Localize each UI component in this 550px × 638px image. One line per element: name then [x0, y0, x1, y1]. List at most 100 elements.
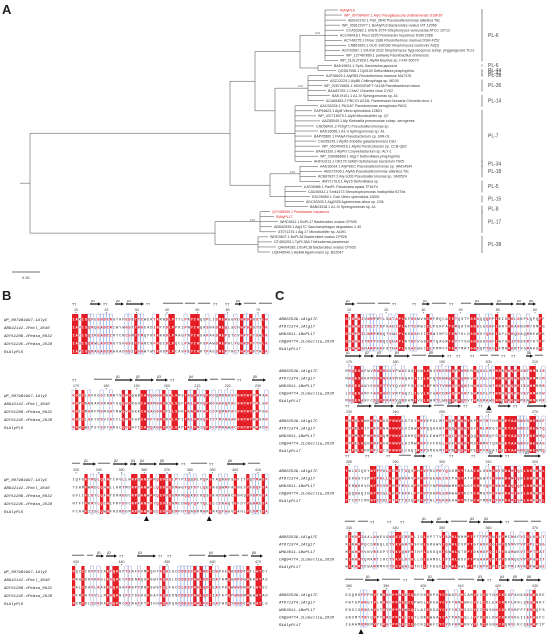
residue: W: [461, 370, 464, 374]
beta-strand-arrowhead: [134, 462, 137, 466]
residue: Y: [191, 587, 194, 591]
residue: G: [520, 370, 522, 374]
residue: C: [219, 587, 221, 591]
residue: V: [364, 551, 367, 555]
residue: H: [160, 351, 162, 355]
residue: H: [386, 428, 388, 432]
residue: C: [486, 340, 489, 344]
residue: P: [414, 500, 416, 504]
residue: L: [464, 333, 466, 337]
residue: L: [542, 485, 544, 489]
residue: Q: [132, 395, 134, 399]
residue: G: [234, 503, 236, 507]
residue: E: [524, 385, 527, 389]
residue: E: [349, 435, 351, 439]
residue: G: [455, 378, 457, 382]
residue: S: [259, 327, 261, 331]
residue: I: [141, 411, 143, 415]
residue: L: [119, 427, 121, 431]
residue: T: [433, 340, 436, 344]
residue: S: [200, 419, 202, 423]
residue: S: [470, 392, 472, 396]
ruler-dot: [105, 388, 107, 390]
residue: C: [527, 558, 530, 562]
residue: H: [495, 392, 497, 396]
residue: L: [439, 558, 441, 562]
residue: M: [116, 411, 118, 415]
residue: N: [110, 351, 112, 355]
strand-label: β5: [253, 375, 257, 379]
residue: H: [436, 602, 438, 606]
residue: A: [132, 603, 135, 607]
residue: I: [414, 385, 416, 389]
turn-label: TT: [513, 404, 517, 408]
residue: H: [430, 492, 432, 496]
residue: W: [436, 544, 439, 548]
similar-column-box: [140, 313, 144, 355]
residue: G: [408, 450, 410, 454]
residue: C: [470, 602, 472, 606]
residue: V: [420, 428, 423, 432]
residue: C: [367, 544, 369, 548]
residue: V: [147, 395, 150, 399]
residue: M: [474, 566, 476, 570]
residue: C: [128, 503, 130, 507]
residue: D: [539, 492, 542, 496]
residue: K: [200, 495, 203, 499]
residue: L: [442, 442, 444, 446]
residue: M: [225, 579, 227, 583]
residue: T: [542, 558, 545, 562]
residue: S: [119, 587, 121, 591]
residue: Y: [474, 536, 477, 540]
ruler-dot: [422, 588, 424, 590]
residue: L: [100, 595, 102, 599]
residue: Q: [113, 579, 116, 583]
residue: G: [150, 579, 152, 583]
similar-column-box: [90, 473, 95, 515]
residue: D: [474, 551, 476, 555]
similar-column-box: [454, 313, 458, 352]
residue: L: [364, 333, 366, 337]
position-number: 170: [346, 360, 352, 364]
residue: A: [144, 411, 147, 415]
residue: Q: [150, 427, 153, 431]
residue: E: [517, 370, 520, 374]
residue: C: [178, 343, 180, 347]
residue: C: [138, 603, 141, 607]
residue: S: [116, 427, 118, 431]
residue: N: [420, 544, 422, 548]
residue: K: [97, 603, 100, 607]
residue: A: [209, 335, 212, 339]
position-number: 390: [383, 584, 389, 588]
residue: A: [150, 411, 153, 415]
residue: G: [483, 492, 485, 496]
residue: K: [116, 587, 119, 591]
ruler-dot: [257, 564, 259, 566]
residue: N: [536, 492, 538, 496]
residue: Q: [383, 435, 385, 439]
residue: W: [442, 378, 445, 382]
residue: G: [492, 544, 494, 548]
residue: W: [392, 333, 395, 337]
residue: E: [184, 603, 187, 607]
residue: V: [511, 609, 514, 613]
residue: C: [265, 587, 267, 591]
residue: H: [265, 419, 267, 423]
conserved-column: [345, 466, 349, 503]
residue: Q: [150, 571, 152, 575]
residue: A: [141, 503, 144, 507]
residue: I: [483, 616, 485, 620]
conserved-column: [473, 314, 477, 351]
residue: T: [122, 487, 125, 491]
turn-label: TT: [72, 378, 76, 382]
residue: G: [536, 348, 538, 352]
residue: Y: [247, 487, 250, 491]
residue: H: [355, 558, 357, 562]
residue: P: [181, 427, 183, 431]
residue: G: [402, 370, 404, 374]
residue: Y: [436, 378, 439, 382]
residue: Q: [389, 616, 391, 620]
residue: A: [76, 343, 79, 347]
residue: F: [405, 385, 407, 389]
residue: S: [209, 503, 212, 507]
